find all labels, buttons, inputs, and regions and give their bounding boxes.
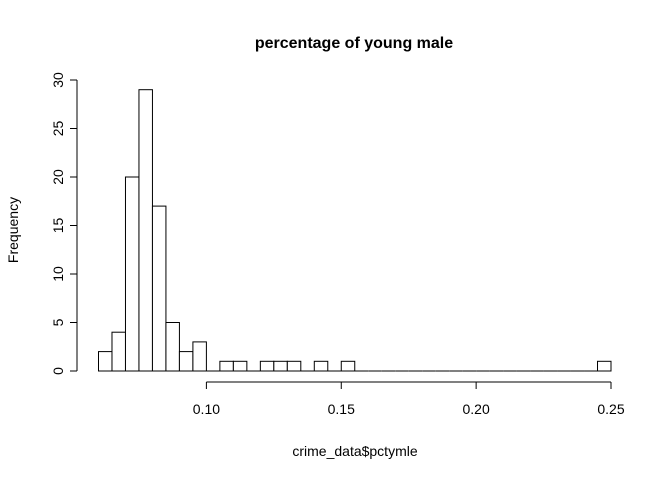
chart-title: percentage of young male (255, 35, 453, 52)
x-axis: 0.10 0.15 0.20 0.25 (193, 381, 625, 417)
y-axis: 0 5 10 15 20 25 30 (50, 72, 78, 375)
y-tick-label: 5 (50, 318, 66, 326)
x-tick-label: 0.15 (328, 401, 355, 417)
histogram-bar (273, 360, 288, 372)
y-tick-label: 25 (50, 121, 66, 137)
x-axis-label: crime_data$pctymle (292, 443, 417, 459)
histogram-bar (313, 360, 329, 372)
histogram-bar (597, 360, 612, 372)
y-tick-label: 20 (50, 169, 66, 185)
y-tick-label: 10 (50, 266, 66, 282)
x-tick-label: 0.10 (193, 401, 220, 417)
histogram-bar (111, 331, 126, 372)
histogram-bar (192, 341, 207, 372)
histogram-bar (340, 360, 356, 372)
histogram-bar (232, 360, 248, 372)
x-tick-label: 0.20 (463, 401, 490, 417)
histogram-bar (165, 322, 180, 372)
x-tick-label: 0.25 (597, 401, 624, 417)
histogram-bar (286, 360, 302, 372)
histogram-bar (151, 205, 167, 372)
histogram-bar (178, 351, 194, 372)
y-tick-label: 0 (50, 367, 66, 375)
y-axis-label: Frequency (5, 197, 21, 263)
histogram-bar (259, 360, 275, 372)
y-tick-label: 30 (50, 72, 66, 88)
histogram-bar (98, 351, 113, 372)
bars-group (98, 89, 612, 372)
histogram-bar (124, 176, 140, 372)
histogram-bar (219, 360, 234, 372)
y-tick-label: 15 (50, 218, 66, 234)
histogram-bar (138, 89, 153, 372)
